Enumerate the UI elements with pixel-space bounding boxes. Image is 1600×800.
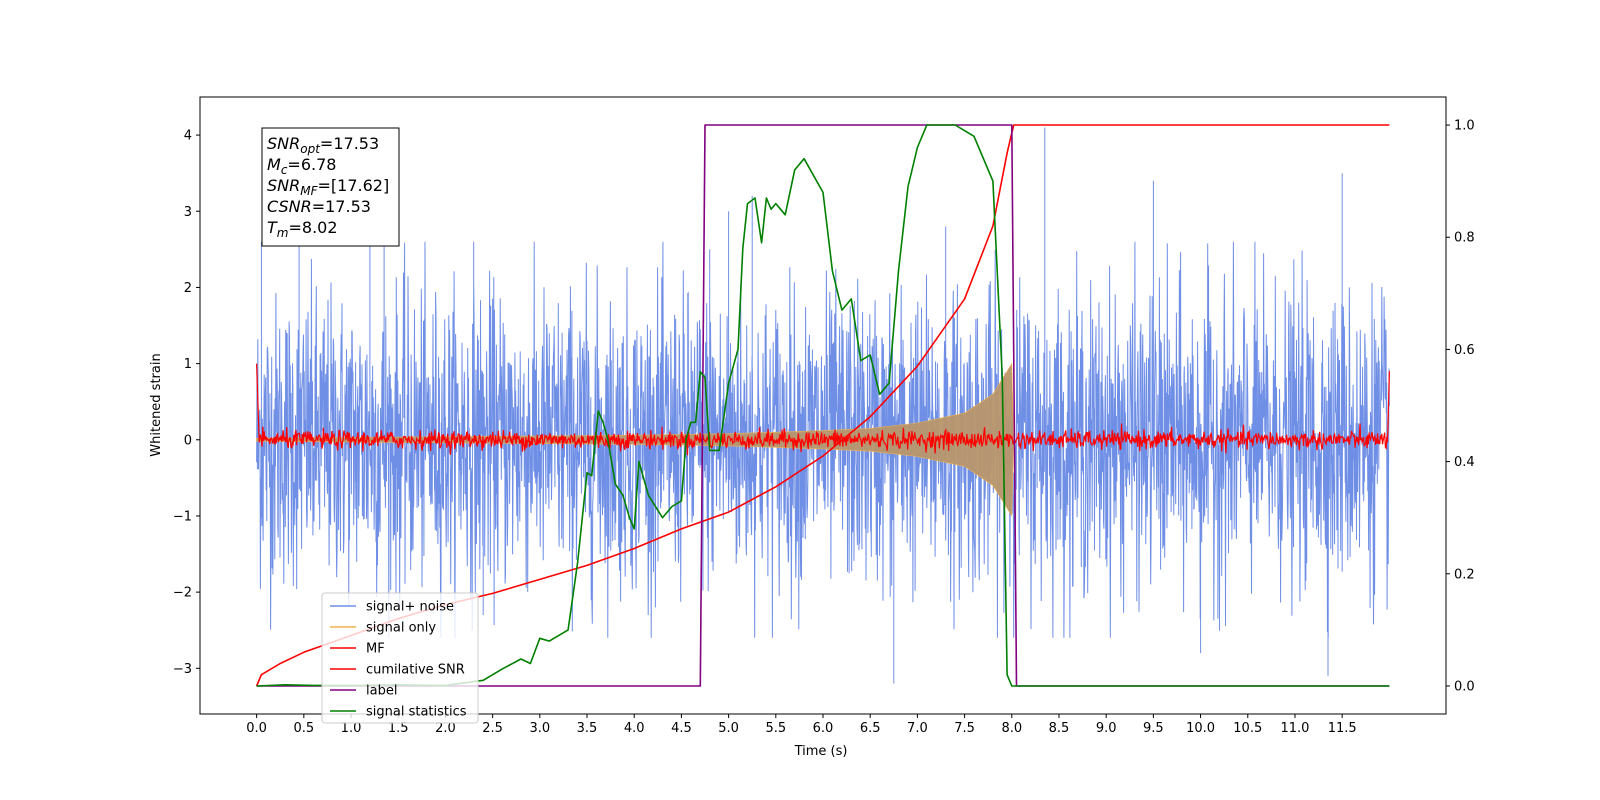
legend-label: MF — [366, 642, 385, 657]
legend-label: label — [366, 684, 397, 699]
x-tick-label: 9.5 — [1143, 721, 1164, 736]
legend-label: signal+ noise — [366, 600, 454, 615]
x-tick-label: 7.5 — [954, 721, 975, 736]
x-tick-label: 0.0 — [246, 721, 267, 736]
x-tick-label: 2.0 — [435, 721, 456, 736]
y-tick-label: −3 — [173, 662, 192, 677]
annotation-box: SNRopt=17.53 Mc=6.78 SNRMF=[17.62] CSNR=… — [261, 127, 400, 247]
y-tick-label: 4 — [184, 129, 192, 144]
y-axis-right: 1.0 0.8 0.6 0.4 0.2 0.0 — [1446, 119, 1475, 694]
x-tick-label: 2.5 — [482, 721, 503, 736]
x-tick-label: 4.5 — [671, 721, 692, 736]
y-tick-label: −2 — [173, 586, 192, 601]
y2-tick-label: 1.0 — [1454, 119, 1475, 134]
y2-tick-label: 0.2 — [1454, 567, 1475, 582]
legend: signal+ noise signal only MF cumilative SNR… — [321, 592, 479, 724]
annotation-tm: Tm=8.02 — [267, 218, 338, 240]
x-tick-label: 7.0 — [907, 721, 928, 736]
x-tick-label: 5.5 — [765, 721, 786, 736]
x-tick-label: 5.0 — [718, 721, 739, 736]
x-tick-label: 6.5 — [860, 721, 881, 736]
x-tick-label: 4.0 — [624, 721, 645, 736]
x-tick-label: 3.0 — [529, 721, 550, 736]
series-mf — [256, 363, 1390, 456]
annotation-mc: Mc=6.78 — [267, 155, 336, 177]
legend-label: signal statistics — [366, 705, 467, 720]
y-tick-label: 2 — [184, 281, 192, 296]
legend-label: signal only — [366, 621, 436, 636]
annotation-csnr: CSNR=17.53 — [267, 197, 371, 216]
x-tick-label: 11.0 — [1280, 721, 1309, 736]
x-tick-label: 1.0 — [341, 721, 362, 736]
y-tick-label: 0 — [184, 433, 192, 448]
x-tick-label: 8.5 — [1049, 721, 1070, 736]
y2-tick-label: 0.0 — [1454, 679, 1475, 694]
x-tick-label: 8.0 — [1001, 721, 1022, 736]
y2-tick-label: 0.4 — [1454, 455, 1475, 470]
series-signal-statistics — [256, 124, 1390, 687]
legend-label: cumilative SNR — [366, 663, 465, 678]
y2-tick-label: 0.8 — [1454, 231, 1475, 246]
x-tick-label: 3.5 — [577, 721, 598, 736]
x-tick-label: 1.5 — [388, 721, 409, 736]
x-tick-label: 6.0 — [813, 721, 834, 736]
x-tick-label: 0.5 — [293, 721, 314, 736]
x-tick-label: 9.0 — [1096, 721, 1117, 736]
y-tick-label: −1 — [173, 509, 192, 524]
y-axis-left: 4 3 2 1 0 −1 −2 −3 — [173, 129, 200, 677]
annotation-snr-mf: SNRMF=[17.62] — [267, 176, 389, 198]
annotation-snr-opt: SNRopt=17.53 — [267, 134, 379, 156]
x-tick-label: 10.5 — [1233, 721, 1262, 736]
x-tick-label: 11.5 — [1328, 721, 1357, 736]
x-tick-label: 10.0 — [1186, 721, 1215, 736]
y-tick-label: 3 — [184, 205, 192, 220]
x-axis-label: Time (s) — [794, 744, 848, 759]
y2-tick-label: 0.6 — [1454, 343, 1475, 358]
y-axis-label: Whitened strain — [149, 353, 164, 456]
x-axis: 0.0 0.5 1.0 1.5 2.0 2.5 3.0 3.5 4.0 4.5 5.0 5.5 6.0 6… — [246, 714, 1357, 736]
legend-frame — [321, 592, 479, 724]
y-tick-label: 1 — [184, 357, 192, 372]
